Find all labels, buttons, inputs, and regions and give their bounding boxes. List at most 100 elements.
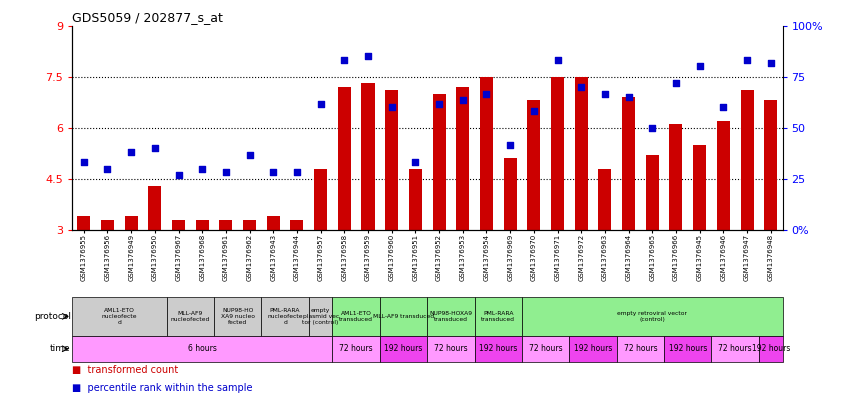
Bar xyxy=(475,336,522,362)
Bar xyxy=(243,220,256,230)
Bar xyxy=(551,77,564,230)
Point xyxy=(124,149,138,155)
Bar xyxy=(522,336,569,362)
Point xyxy=(645,125,659,131)
Text: empty retroviral vector
(control): empty retroviral vector (control) xyxy=(618,311,687,322)
Bar xyxy=(290,220,304,230)
Text: 72 hours: 72 hours xyxy=(339,344,373,353)
Text: ■  percentile rank within the sample: ■ percentile rank within the sample xyxy=(72,383,252,393)
Point xyxy=(77,159,91,165)
Bar xyxy=(759,336,783,362)
Text: 192 hours: 192 hours xyxy=(668,344,707,353)
Bar xyxy=(669,124,683,230)
Point xyxy=(717,104,730,110)
Text: AML1-ETO
nucleofecte
d: AML1-ETO nucleofecte d xyxy=(102,308,137,325)
Bar xyxy=(427,336,475,362)
Bar xyxy=(309,297,332,336)
Text: 72 hours: 72 hours xyxy=(434,344,468,353)
Bar xyxy=(503,158,517,230)
Point xyxy=(148,145,162,151)
Bar xyxy=(764,101,777,230)
Bar xyxy=(219,220,233,230)
Point xyxy=(101,165,114,172)
Point xyxy=(409,159,422,165)
Text: ■  transformed count: ■ transformed count xyxy=(72,365,179,375)
Text: AML1-ETO
transduced: AML1-ETO transduced xyxy=(339,311,373,322)
Bar xyxy=(385,90,398,230)
Point xyxy=(361,53,375,59)
Bar xyxy=(172,220,185,230)
Bar xyxy=(598,169,612,230)
Point xyxy=(551,57,564,63)
Bar xyxy=(622,97,635,230)
Bar xyxy=(332,336,380,362)
Point xyxy=(503,141,517,148)
Point xyxy=(574,84,588,90)
Point xyxy=(527,108,541,114)
Bar xyxy=(148,185,162,230)
Point xyxy=(172,172,185,178)
Bar xyxy=(480,77,493,230)
Bar xyxy=(617,336,664,362)
Point xyxy=(314,101,327,107)
Text: PML-RARA
nucleofecte
d: PML-RARA nucleofecte d xyxy=(267,308,303,325)
Text: MLL-AF9
nucleofected: MLL-AF9 nucleofected xyxy=(171,311,210,322)
Bar xyxy=(569,336,617,362)
Bar xyxy=(475,297,522,336)
Text: 192 hours: 192 hours xyxy=(574,344,613,353)
Bar xyxy=(717,121,730,230)
Bar xyxy=(645,155,659,230)
Point xyxy=(622,94,635,100)
Point xyxy=(219,169,233,175)
Point xyxy=(243,152,256,158)
Text: PML-RARA
transduced: PML-RARA transduced xyxy=(481,311,515,322)
Bar xyxy=(101,220,114,230)
Point xyxy=(764,60,777,66)
Bar xyxy=(338,87,351,230)
Text: empty
plasmid vec
tor (control): empty plasmid vec tor (control) xyxy=(303,308,338,325)
Bar xyxy=(527,101,541,230)
Point xyxy=(598,90,612,97)
Text: protocol: protocol xyxy=(34,312,71,321)
Bar xyxy=(574,77,588,230)
Bar xyxy=(72,297,167,336)
Text: GDS5059 / 202877_s_at: GDS5059 / 202877_s_at xyxy=(72,11,222,24)
Point xyxy=(266,169,280,175)
Text: 192 hours: 192 hours xyxy=(751,344,790,353)
Point xyxy=(195,165,209,172)
Text: 192 hours: 192 hours xyxy=(384,344,423,353)
Bar xyxy=(740,90,754,230)
Bar xyxy=(167,297,214,336)
Bar xyxy=(711,336,759,362)
Bar xyxy=(332,297,380,336)
Bar xyxy=(314,169,327,230)
Text: NUP98-HO
XA9 nucleo
fected: NUP98-HO XA9 nucleo fected xyxy=(221,308,255,325)
Bar xyxy=(266,216,280,230)
Bar xyxy=(432,94,446,230)
Point xyxy=(669,80,683,86)
Point xyxy=(338,57,351,63)
Bar xyxy=(456,87,470,230)
Bar xyxy=(77,216,91,230)
Text: 72 hours: 72 hours xyxy=(529,344,563,353)
Text: time: time xyxy=(50,344,71,353)
Bar xyxy=(522,297,783,336)
Bar xyxy=(261,297,309,336)
Bar xyxy=(124,216,138,230)
Point xyxy=(432,101,446,107)
Text: 72 hours: 72 hours xyxy=(624,344,657,353)
Text: 6 hours: 6 hours xyxy=(188,344,217,353)
Text: 192 hours: 192 hours xyxy=(479,344,518,353)
Text: 72 hours: 72 hours xyxy=(718,344,752,353)
Bar xyxy=(214,297,261,336)
Text: MLL-AF9 transduced: MLL-AF9 transduced xyxy=(373,314,434,319)
Point xyxy=(480,90,493,97)
Point xyxy=(385,104,398,110)
Bar xyxy=(195,220,209,230)
Bar xyxy=(380,297,427,336)
Point xyxy=(740,57,754,63)
Bar xyxy=(361,83,375,230)
Bar xyxy=(72,336,332,362)
Bar xyxy=(380,336,427,362)
Point xyxy=(456,97,470,104)
